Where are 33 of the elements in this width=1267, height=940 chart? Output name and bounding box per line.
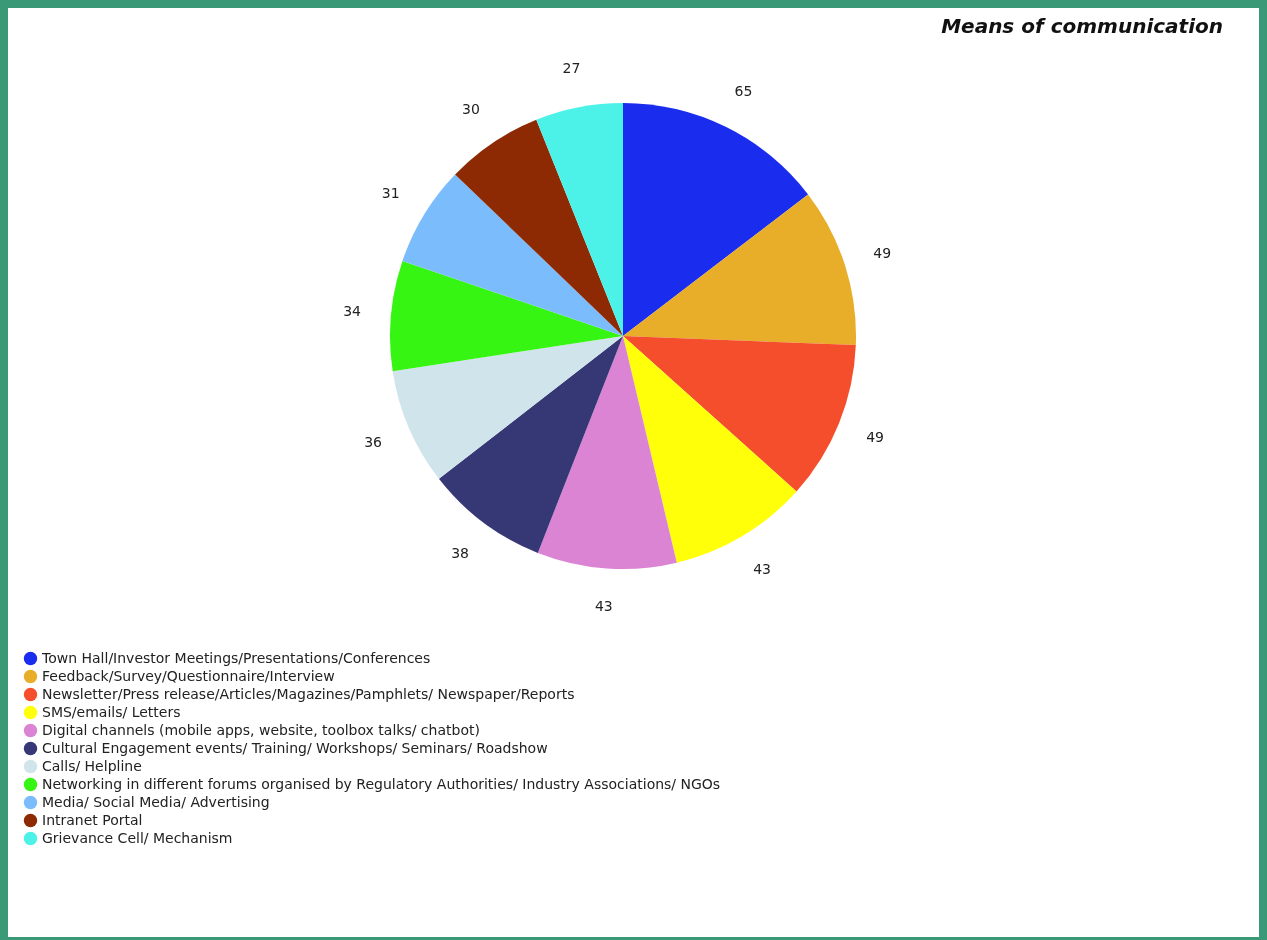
legend-label: Intranet Portal (42, 811, 143, 828)
legend-label: Media/ Social Media/ Advertising (42, 793, 270, 810)
data-label: 27 (562, 59, 581, 76)
pie-slice (623, 336, 797, 563)
data-label: 49 (866, 429, 885, 446)
legend-label: Cultural Engagement events/ Training/ Workshops/ Seminars/ Roadshow (42, 739, 548, 756)
data-label: 65 (734, 83, 753, 100)
pie-slice (390, 260, 623, 372)
pie-slice (537, 336, 677, 569)
legend-label: Grievance Cell/ Mechanism (42, 829, 233, 846)
legend-label: Feedback/Survey/Questionnaire/Interview (42, 667, 335, 684)
legend-label: Networking in different forums organised by Regulatory Authorities/ Industry Associations/ NGOs (42, 775, 721, 792)
data-label: 31 (381, 185, 400, 202)
legend-label: Town Hall/Investor Meetings/Presentations/Conferences (41, 649, 431, 666)
pie-slice (536, 103, 623, 336)
pie-slice (623, 194, 856, 346)
pie-slice (623, 336, 856, 492)
data-label: 30 (462, 101, 480, 118)
legend-label: Newsletter/Press release/Articles/Magazines/Pamphlets/ Newspaper/Reports (42, 685, 575, 702)
pie-slice (402, 174, 623, 336)
data-label: 43 (753, 560, 771, 577)
text: Means of communication (941, 14, 1223, 38)
data-label: 36 (364, 434, 383, 451)
legend-label: Digital channels (mobile apps, website, toolbox talks/ chatbot) (42, 721, 480, 738)
legend-label: SMS/emails/ Letters (42, 703, 181, 720)
data-label: 49 (873, 244, 892, 261)
data-label: 38 (451, 544, 469, 561)
legend-label: Calls/ Helpline (42, 757, 142, 774)
pie-slice (623, 103, 809, 336)
data-label: 43 (594, 598, 613, 615)
pie-slice (392, 336, 623, 479)
pie-slice (455, 119, 623, 336)
data-label: 34 (343, 303, 362, 320)
